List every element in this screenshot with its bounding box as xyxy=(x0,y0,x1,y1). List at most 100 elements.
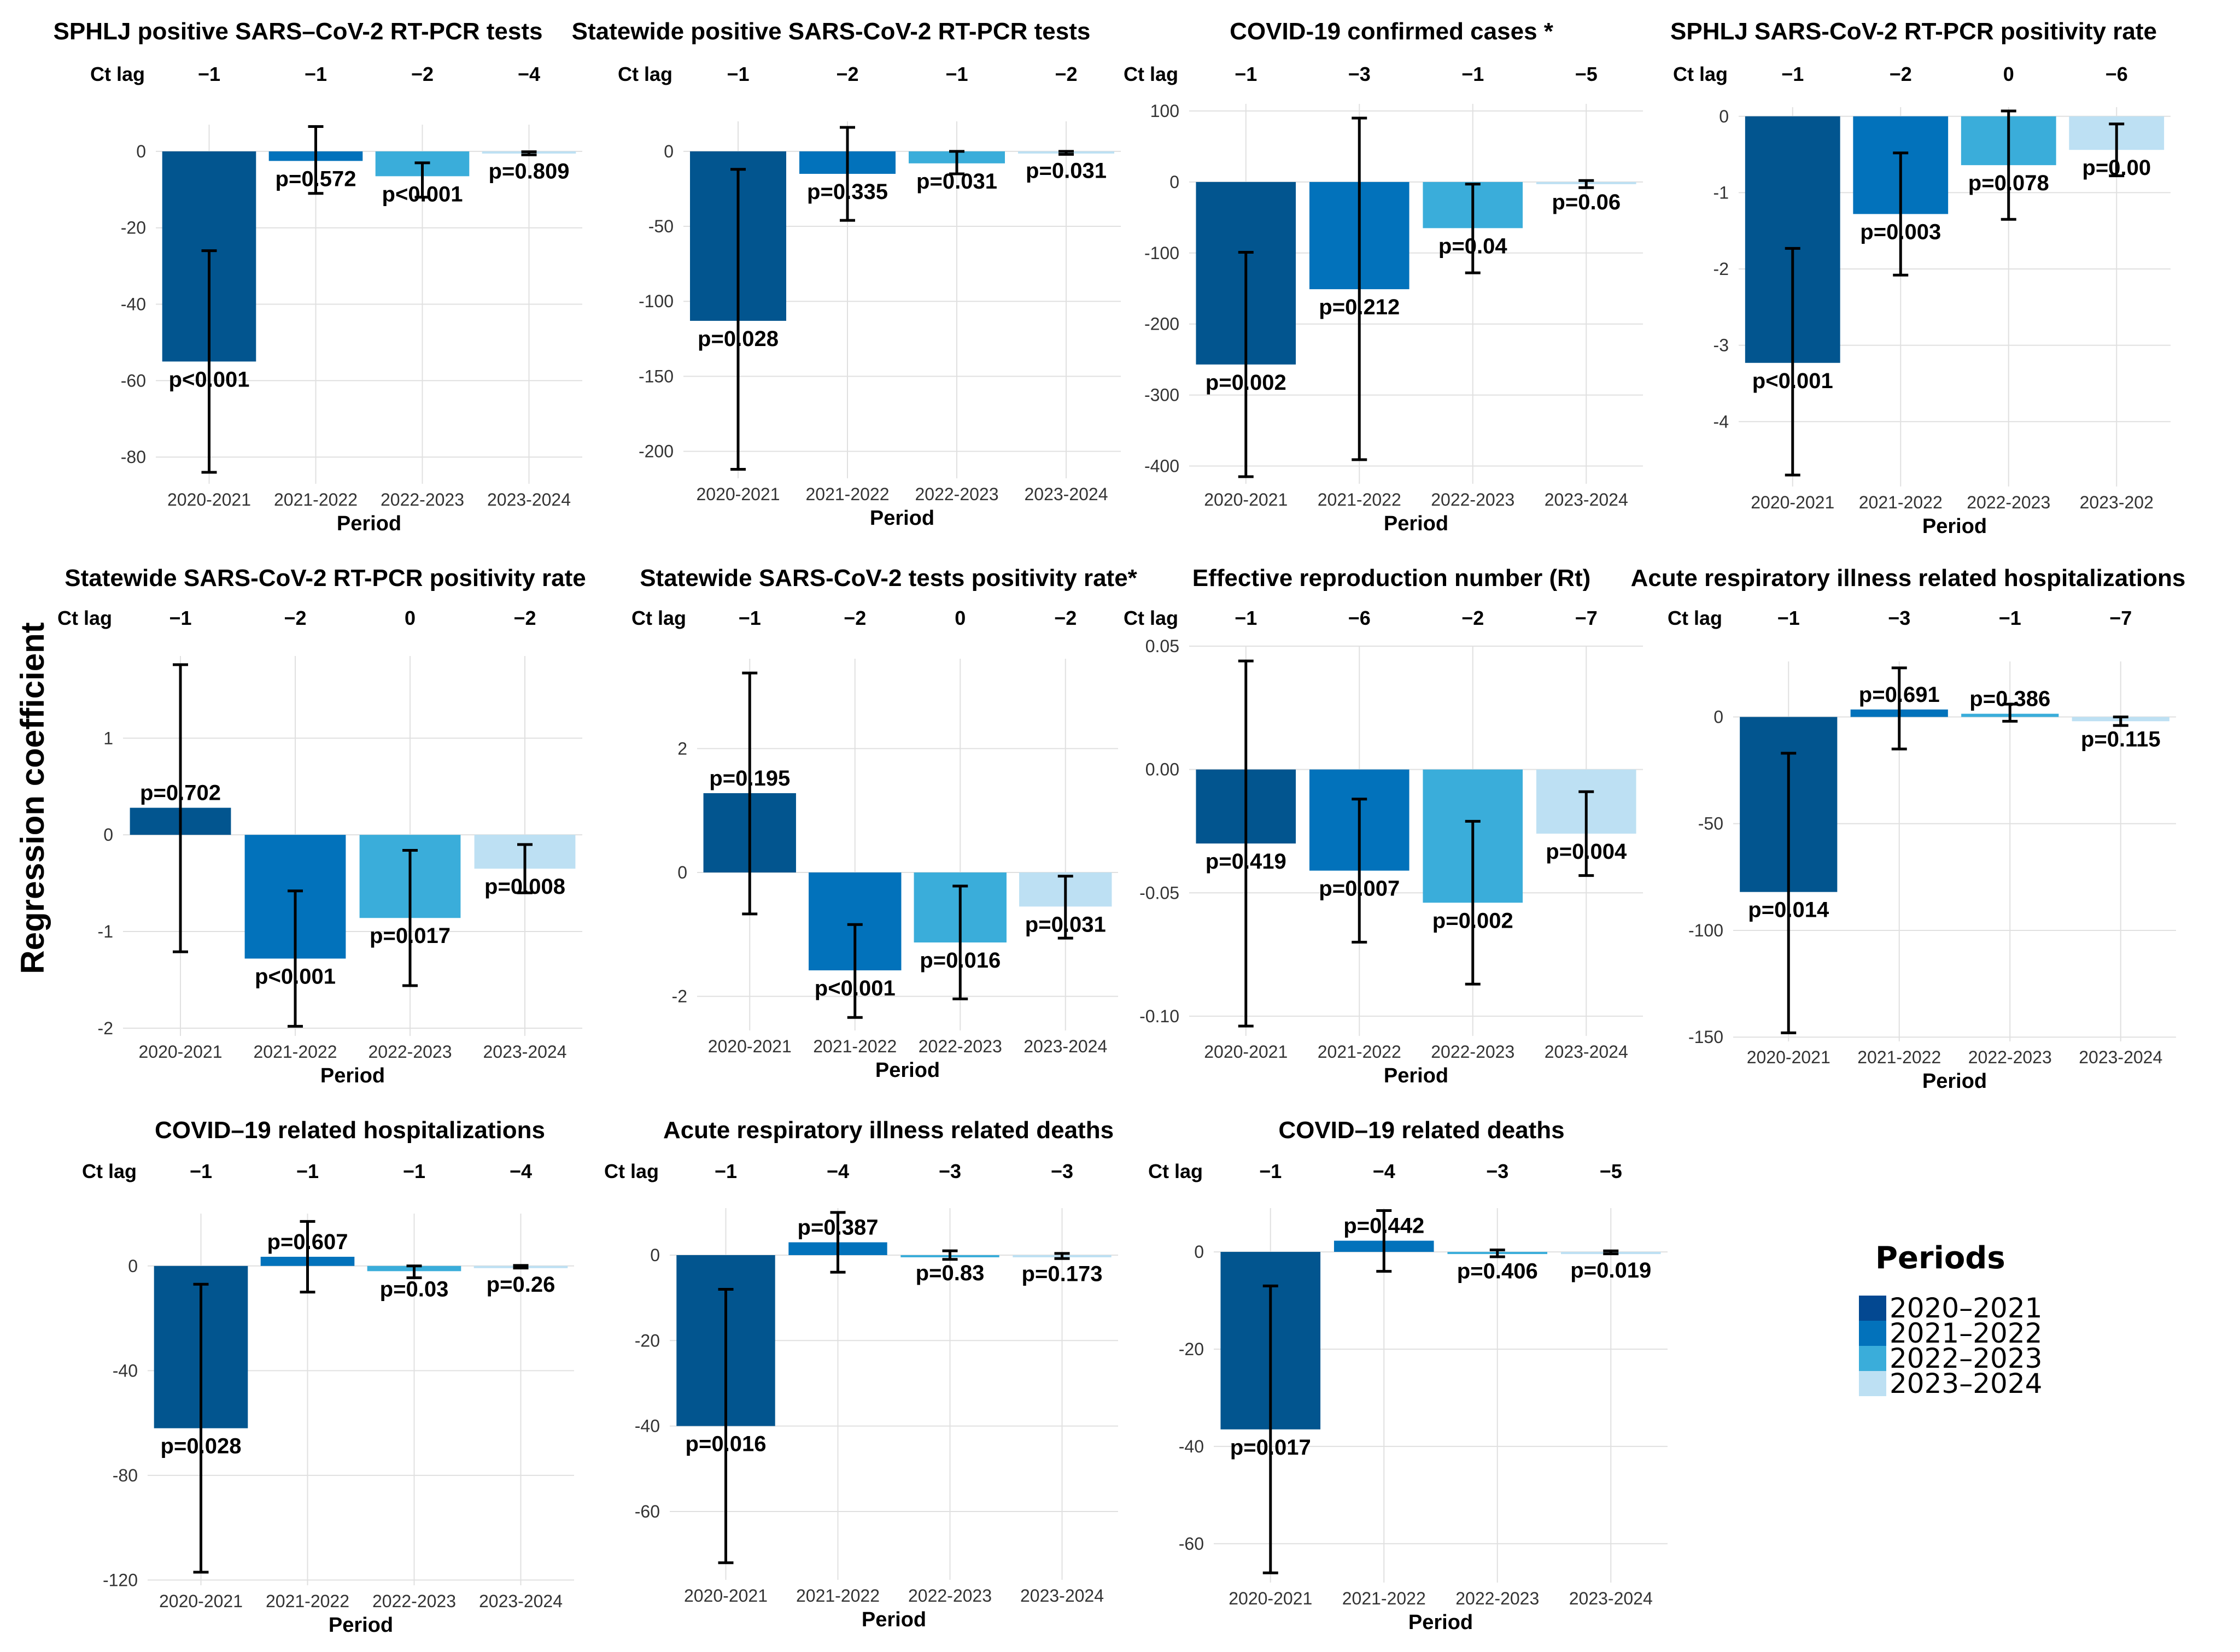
chart-panel: Statewide SARS-CoV-2 RT-PCR positivity r… xyxy=(57,565,586,1087)
error-bar xyxy=(2002,702,2018,723)
legend-title: Periods xyxy=(1875,1240,2005,1276)
y-tick-label: -20 xyxy=(635,1331,660,1350)
error-bar xyxy=(1238,251,1254,478)
x-tick-label: 2023-2024 xyxy=(479,1591,563,1611)
error-bar xyxy=(1057,875,1073,940)
ct-lag-label: Ct lag xyxy=(631,607,686,629)
p-value-label: p=0.028 xyxy=(698,327,779,351)
ct-lag-value: −1 xyxy=(1777,607,1800,629)
ct-lag-value: −1 xyxy=(305,63,327,85)
ct-lag-value: −4 xyxy=(518,63,540,85)
x-tick-label: 2020-2021 xyxy=(684,1586,768,1606)
x-tick-label: 2022-2023 xyxy=(1455,1589,1539,1608)
ct-lag-label: Ct lag xyxy=(1124,63,1178,85)
error-bar xyxy=(1578,790,1594,877)
p-value-label: p=0.406 xyxy=(1457,1259,1538,1284)
x-tick-label: 2020-2021 xyxy=(1204,490,1288,509)
ct-lag-value: −7 xyxy=(2109,607,2132,629)
p-value-label: p<0.001 xyxy=(1752,369,1833,393)
error-bar xyxy=(1781,752,1797,1034)
x-tick-label: 2023-2024 xyxy=(1569,1589,1653,1608)
ct-lag-value: −1 xyxy=(198,63,220,85)
x-tick-label: 2022-2023 xyxy=(915,484,998,504)
y-tick-label: 0 xyxy=(1169,172,1179,192)
ct-lag-value: −3 xyxy=(1486,1160,1508,1182)
p-value-label: p=0.04 xyxy=(1438,234,1507,258)
ct-lag-value: −2 xyxy=(1055,63,1077,85)
p-value-label: p=0.007 xyxy=(1319,877,1400,901)
ct-lag-value: −1 xyxy=(1235,607,1257,629)
x-axis-title: Period xyxy=(1384,512,1448,535)
ct-lag-label: Ct lag xyxy=(1124,607,1178,629)
x-tick-label: 2020-2021 xyxy=(1204,1042,1288,1062)
regression-coefficient-label: Regression coefficient xyxy=(14,622,51,974)
x-tick-label: 2021-2022 xyxy=(805,484,889,504)
x-tick-label: 2022-2023 xyxy=(368,1042,452,1062)
ct-lag-value: −3 xyxy=(1348,63,1371,85)
ct-lag-label: Ct lag xyxy=(57,607,112,629)
p-value-label: p=0.019 xyxy=(1570,1258,1651,1282)
y-tick-label: -3 xyxy=(1713,336,1729,355)
x-axis-title: Period xyxy=(329,1614,393,1637)
x-tick-label: 2023-2024 xyxy=(1020,1586,1104,1606)
error-bar xyxy=(1603,1249,1619,1256)
error-bar xyxy=(414,161,430,199)
y-tick-label: 0.00 xyxy=(1145,760,1179,780)
y-tick-label: -200 xyxy=(639,442,674,461)
x-tick-label: 2020-2021 xyxy=(167,490,251,509)
chart-title: SPHLJ SARS-CoV-2 RT-PCR positivity rate xyxy=(1670,18,2157,45)
p-value-label: p=0.002 xyxy=(1206,371,1286,395)
chart-title: Effective reproduction number (Rt) xyxy=(1192,565,1591,591)
chart-panel: Statewide positive SARS-CoV-2 RT-PCR tes… xyxy=(572,18,1121,530)
x-tick-label: 2021-2022 xyxy=(796,1586,880,1606)
chart-panel: Effective reproduction number (Rt) Ct lag… xyxy=(1124,565,1643,1087)
x-tick-label: 2021-2022 xyxy=(266,1591,349,1611)
y-tick-label: 0.05 xyxy=(1145,636,1179,656)
ct-lag-value: −1 xyxy=(1259,1160,1282,1182)
p-value-label: p<0.001 xyxy=(255,965,336,989)
x-tick-label: 2023-2024 xyxy=(2079,1047,2162,1067)
ct-lag-value: −4 xyxy=(1373,1160,1395,1182)
ct-lag-value: −3 xyxy=(1888,607,1910,629)
error-bar xyxy=(288,889,303,1028)
y-tick-label: -2 xyxy=(98,1018,113,1038)
error-bar xyxy=(847,923,863,1019)
x-axis-title: Period xyxy=(862,1608,926,1631)
panels: SPHLJ positive SARS–CoV-2 RT-PCR tests Ct… xyxy=(54,18,2186,1637)
chart-title: Statewide SARS-CoV-2 tests positivity ra… xyxy=(640,565,1137,591)
ct-lag-value: −1 xyxy=(727,63,749,85)
chart-panel: SPHLJ positive SARS–CoV-2 RT-PCR tests Ct… xyxy=(54,18,582,535)
error-bar xyxy=(952,884,968,1000)
p-value-label: p=0.031 xyxy=(1026,159,1107,183)
ct-lag-value: −4 xyxy=(827,1160,849,1182)
p-value-label: p=0.607 xyxy=(267,1230,348,1254)
chart-panel: COVID–19 related hospitalizations Ct lag 0… xyxy=(82,1117,574,1637)
chart-panel: Acute respiratory illness related deaths… xyxy=(604,1117,1118,1631)
error-bar xyxy=(2113,716,2128,727)
x-axis-title: Period xyxy=(1922,515,1987,538)
x-tick-label: 2020-2021 xyxy=(1747,1047,1830,1067)
y-tick-label: -100 xyxy=(639,291,674,311)
x-tick-label: 2022-2023 xyxy=(908,1586,992,1606)
y-tick-label: 2 xyxy=(677,739,687,758)
chart-panel: SPHLJ SARS-CoV-2 RT-PCR positivity rate C… xyxy=(1670,18,2171,538)
ct-lag-value: −1 xyxy=(403,1160,425,1182)
ct-lag-value: −6 xyxy=(2106,63,2128,85)
p-value-label: p=0.031 xyxy=(916,169,997,194)
p-value-label: p=0.386 xyxy=(1969,687,2050,711)
ct-lag-label: Ct lag xyxy=(1148,1160,1203,1182)
y-tick-label: -4 xyxy=(1713,412,1729,431)
y-tick-label: -60 xyxy=(635,1502,660,1521)
x-axis-title: Period xyxy=(870,507,934,530)
p-value-label: p=0.419 xyxy=(1206,850,1286,874)
y-tick-label: -150 xyxy=(1688,1027,1723,1047)
p-value-label: p=0.173 xyxy=(1022,1262,1103,1286)
chart-title: COVID–19 related hospitalizations xyxy=(155,1117,545,1144)
x-tick-label: 2023-2024 xyxy=(487,490,571,509)
ct-lag-value: −1 xyxy=(169,607,191,629)
p-value-label: p=0.028 xyxy=(161,1434,242,1458)
y-tick-label: 0 xyxy=(650,1245,660,1265)
p-value-label: p=0.002 xyxy=(1432,909,1513,933)
x-axis-title: Period xyxy=(1922,1070,1987,1093)
legend: Periods 2020–20212021–20222022–20232023–… xyxy=(1859,1240,2043,1399)
